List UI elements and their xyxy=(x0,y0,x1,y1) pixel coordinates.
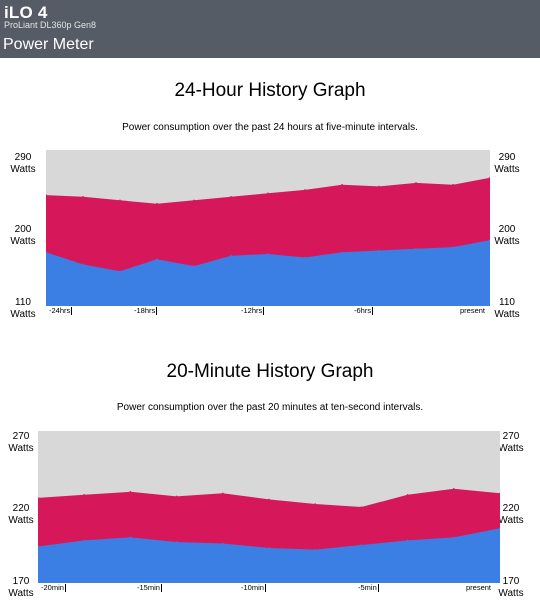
graph-0-peak-area-point xyxy=(156,202,158,205)
graph-24h-ylabel-top-right: 290 Watts xyxy=(494,152,520,175)
graph-24h-subtitle: Power consumption over the past 24 hours… xyxy=(122,122,418,133)
graph-1-peak-area-point xyxy=(360,506,363,508)
graph-1-average-area-point xyxy=(360,544,363,546)
graph-20m-plot xyxy=(38,431,500,583)
graph-0-peak-area-point xyxy=(46,194,47,196)
graph-24h-ylabel-bottom-left: 110 Watts xyxy=(10,297,36,320)
graph-24h-xaxis: -24hrs -18hrs -12hrs -6hrs present xyxy=(46,306,490,318)
graph-24h-title: 24-Hour History Graph xyxy=(174,80,366,101)
graph-0-peak-area-point xyxy=(267,192,269,195)
graph-20m-xaxis: -20min -15min -10min -5min present xyxy=(38,583,500,595)
graph-0-peak-area-point xyxy=(304,189,306,191)
graph-0-average-area-point xyxy=(119,270,121,273)
graph-24h-ylabel-bottom-right: 110 Watts xyxy=(494,297,520,320)
graph-1-average-area-point xyxy=(268,547,270,549)
graph-24h-xtick-0: -24hrs xyxy=(49,306,73,316)
graph-24h-ylabel-mid-right: 200 Watts xyxy=(494,224,520,247)
graph-1-average-area xyxy=(38,528,500,583)
graph-1-peak-area-point xyxy=(222,492,224,495)
graph-1-peak-area-point xyxy=(175,495,178,498)
graph-0-average-area-point xyxy=(267,253,269,255)
graph-20m-xtick-0: -20min xyxy=(41,583,66,593)
graph-0-average-area-point xyxy=(304,256,306,259)
graph-1-average-area-point xyxy=(314,548,317,551)
graph-1-average-area-point xyxy=(175,541,178,543)
graph-1-peak-area-point xyxy=(314,503,317,505)
graph-0-average-area-point xyxy=(415,248,417,250)
graph-0-average-area-point xyxy=(46,251,47,254)
graph-24h-xtick-1: -18hrs xyxy=(134,306,158,316)
server-model: ProLiant DL360p Gen8 xyxy=(4,20,97,30)
graph-0-peak-area-point xyxy=(378,185,380,188)
graph-1-average-area-point xyxy=(499,527,500,530)
page-title: Power Meter xyxy=(3,36,94,53)
graph-0-average-area-point xyxy=(230,254,232,257)
graph-0-peak-area-point xyxy=(119,199,121,202)
graph-0-peak-area-point xyxy=(230,196,232,198)
graph-20m-xtick-3: -5min xyxy=(358,583,379,593)
graph-20m-xtick-4: present xyxy=(466,583,492,592)
graph-0-average-area-point xyxy=(452,246,454,248)
graph-24h-xtick-3: -6hrs xyxy=(354,306,374,316)
graph-20m-title: 20-Minute History Graph xyxy=(166,361,374,382)
graph-24h-ylabel-top-left: 290 Watts xyxy=(10,152,36,175)
graph-0-average-area-point xyxy=(193,265,195,267)
graph-1-peak-area-point xyxy=(38,497,39,499)
graph-1-peak-area-point xyxy=(453,488,455,490)
graph-24h-svg xyxy=(46,150,490,306)
graph-1-average-area-point xyxy=(129,536,132,539)
graph-24h-xtick-2: -12hrs xyxy=(241,306,265,316)
graph-1-peak-area-point xyxy=(499,492,500,495)
graph-1-peak-area-point xyxy=(268,498,270,501)
graph-1-average-area-point xyxy=(38,545,39,548)
graph-0-peak-area-point xyxy=(452,183,454,186)
graph-0-average-area-point xyxy=(489,239,490,241)
graph-20m-svg xyxy=(38,431,500,583)
graph-0-peak-area-point xyxy=(193,199,195,202)
graph-0-peak-area-point xyxy=(415,182,417,184)
graph-24h-ylabel-mid-left: 200 Watts xyxy=(10,224,36,247)
graph-1-peak-area-point xyxy=(83,494,85,496)
graph-0-peak-area-point xyxy=(489,176,490,179)
graph-1-average-area-point xyxy=(83,539,85,542)
graph-20m-xtick-1: -15min xyxy=(137,583,162,593)
brand-logo-text: iLO 4 xyxy=(4,3,48,22)
graph-0-average-area-point xyxy=(341,251,343,254)
graph-1-average-area-point xyxy=(222,542,224,545)
graph-20m-ylabel-top-right: 270 Watts xyxy=(498,431,524,454)
graph-0-average-area-point xyxy=(82,263,84,266)
graph-0-average-area-point xyxy=(378,249,380,252)
graph-20m-ylabel-mid-right: 220 Watts xyxy=(498,503,524,526)
graph-1-peak-area-point xyxy=(406,494,409,496)
graph-1-average-area-point xyxy=(406,539,409,542)
graph-0-average-area-point xyxy=(156,258,158,260)
graph-20m-ylabel-bottom-left: 170 Watts xyxy=(8,576,34,599)
graph-1-average-area-point xyxy=(453,536,455,539)
graph-20m-xtick-2: -10min xyxy=(241,583,266,593)
graph-0-peak-area-point xyxy=(341,183,343,186)
graph-20m-ylabel-bottom-right: 170 Watts xyxy=(498,576,524,599)
header-bar: iLO 4 ProLiant DL360p Gen8 Power Meter xyxy=(0,0,540,58)
graph-20m-subtitle: Power consumption over the past 20 minut… xyxy=(116,402,424,413)
graph-20m-ylabel-mid-left: 220 Watts xyxy=(8,503,34,526)
graph-24h-plot xyxy=(46,150,490,306)
graph-20m-ylabel-top-left: 270 Watts xyxy=(8,431,34,454)
graph-0-average-area xyxy=(46,240,490,306)
graph-24h-xtick-4: present xyxy=(460,306,486,315)
graph-0-peak-area-point xyxy=(82,196,84,198)
graph-1-peak-area-point xyxy=(129,491,132,493)
